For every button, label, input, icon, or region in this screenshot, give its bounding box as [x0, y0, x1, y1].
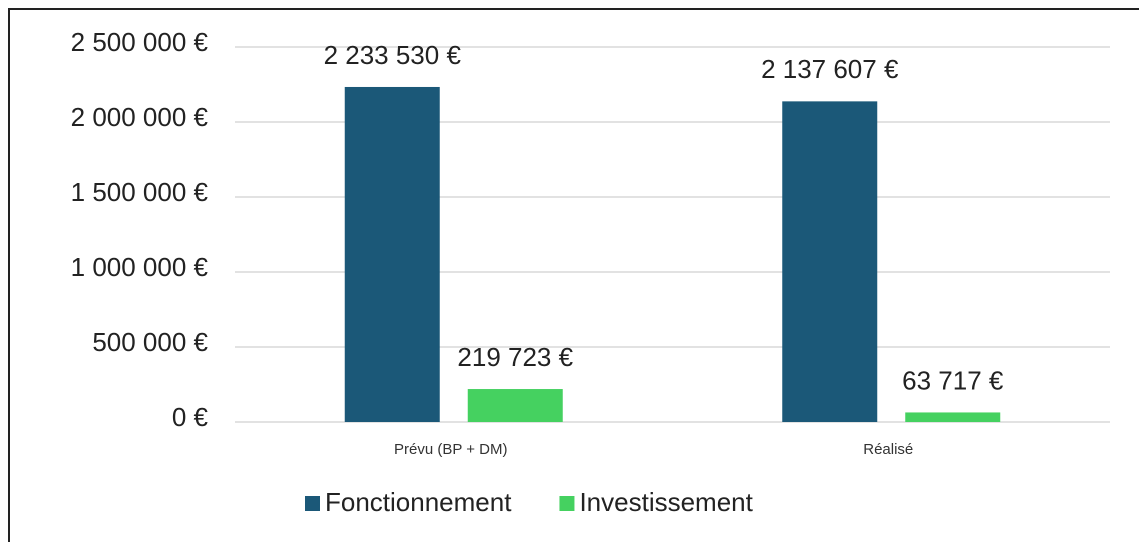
y-tick-label: 2 000 000 € [71, 102, 209, 132]
data-label: 63 717 € [902, 365, 1004, 395]
x-tick-label: Réalisé [863, 441, 913, 458]
bar [905, 412, 1001, 422]
x-tick-label: Prévu (BP + DM) [394, 441, 508, 458]
y-tick-label: 2 500 000 € [71, 27, 209, 57]
legend-swatch [559, 496, 575, 511]
y-tick-label: 500 000 € [92, 327, 208, 357]
y-tick-label: 1 000 000 € [71, 252, 209, 282]
bar [467, 389, 563, 422]
chart-frame [8, 8, 1139, 542]
y-tick-label: 1 500 000 € [71, 177, 209, 207]
legend-swatch [305, 496, 320, 511]
bar [344, 86, 440, 423]
data-label: 2 233 530 € [324, 40, 462, 70]
legend-label: Investissement [579, 487, 753, 517]
data-label: 2 137 607 € [761, 54, 899, 84]
bar [782, 101, 878, 422]
data-label: 219 723 € [457, 342, 573, 372]
y-tick-label: 0 € [172, 402, 209, 432]
legend-label: Fonctionnement [325, 487, 512, 517]
